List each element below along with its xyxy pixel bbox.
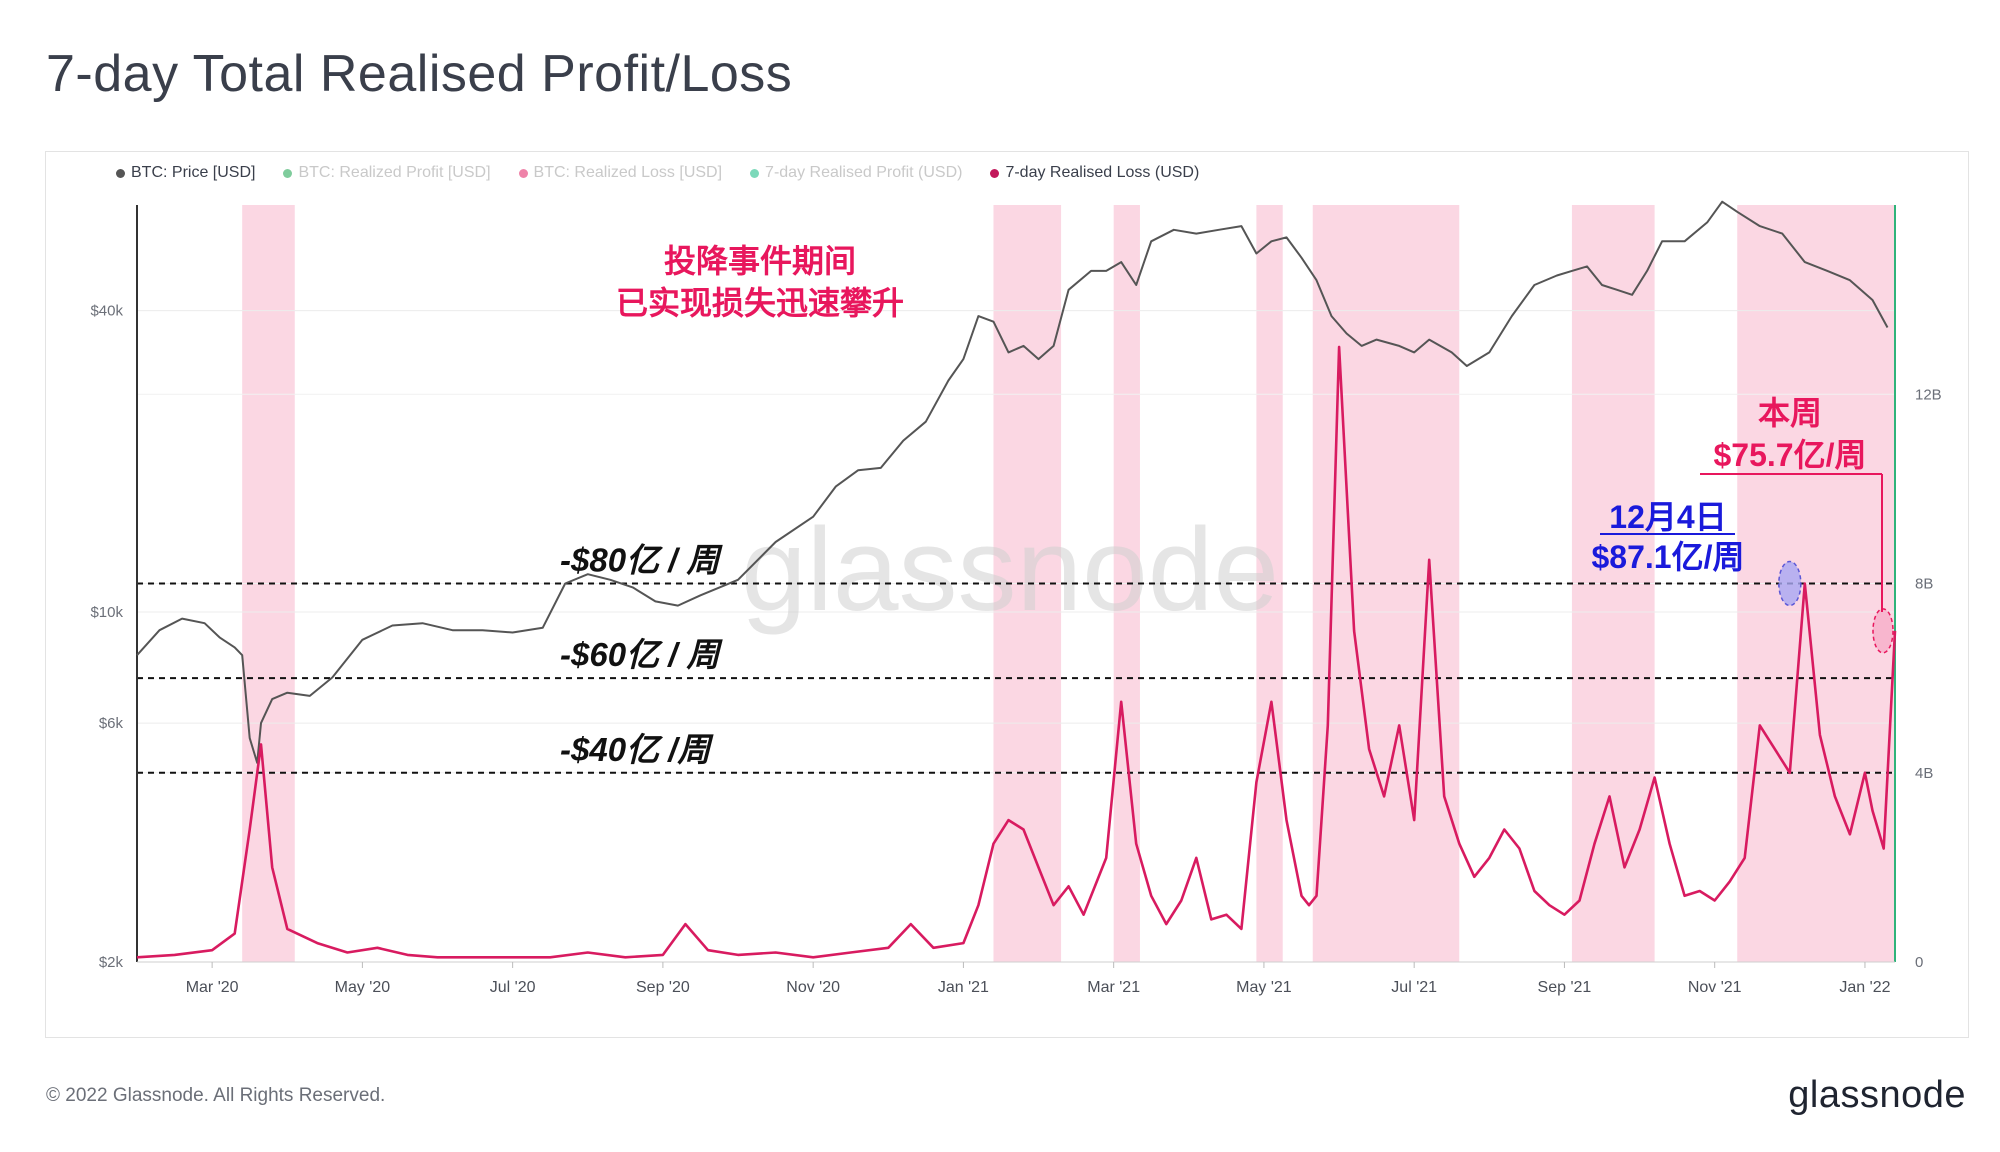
legend-dot-icon bbox=[283, 168, 293, 178]
legend-label: 7-day Realised Profit (USD) bbox=[765, 164, 963, 181]
legend-label: 7-day Realised Loss (USD) bbox=[1005, 164, 1200, 181]
legend-dot-icon bbox=[990, 168, 1000, 178]
legend-item-7day-profit[interactable]: 7-day Realised Profit (USD) bbox=[750, 164, 962, 182]
legend-item-realized-profit[interactable]: BTC: Realized Profit [USD] bbox=[283, 164, 491, 182]
legend: BTC: Price [USD] BTC: Realized Profit [U… bbox=[116, 158, 1199, 188]
chart-panel: BTC: Price [USD] BTC: Realized Profit [U… bbox=[45, 151, 1969, 1038]
glassnode-logo[interactable]: glassnode bbox=[1788, 1074, 1966, 1116]
legend-item-7day-loss[interactable]: 7-day Realised Loss (USD) bbox=[990, 164, 1199, 182]
legend-label: BTC: Price [USD] bbox=[131, 164, 256, 181]
legend-dot-icon bbox=[116, 168, 125, 178]
legend-label: BTC: Realized Loss [USD] bbox=[533, 164, 723, 181]
legend-dot-icon bbox=[750, 168, 760, 178]
page-title: 7-day Total Realised Profit/Loss bbox=[46, 45, 793, 103]
legend-item-btc-price[interactable]: BTC: Price [USD] bbox=[116, 164, 255, 182]
legend-label: BTC: Realized Profit [USD] bbox=[298, 164, 491, 181]
legend-item-realized-loss[interactable]: BTC: Realized Loss [USD] bbox=[518, 164, 723, 182]
legend-dot-icon bbox=[518, 168, 528, 178]
copyright: © 2022 Glassnode. All Rights Reserved. bbox=[46, 1085, 386, 1106]
